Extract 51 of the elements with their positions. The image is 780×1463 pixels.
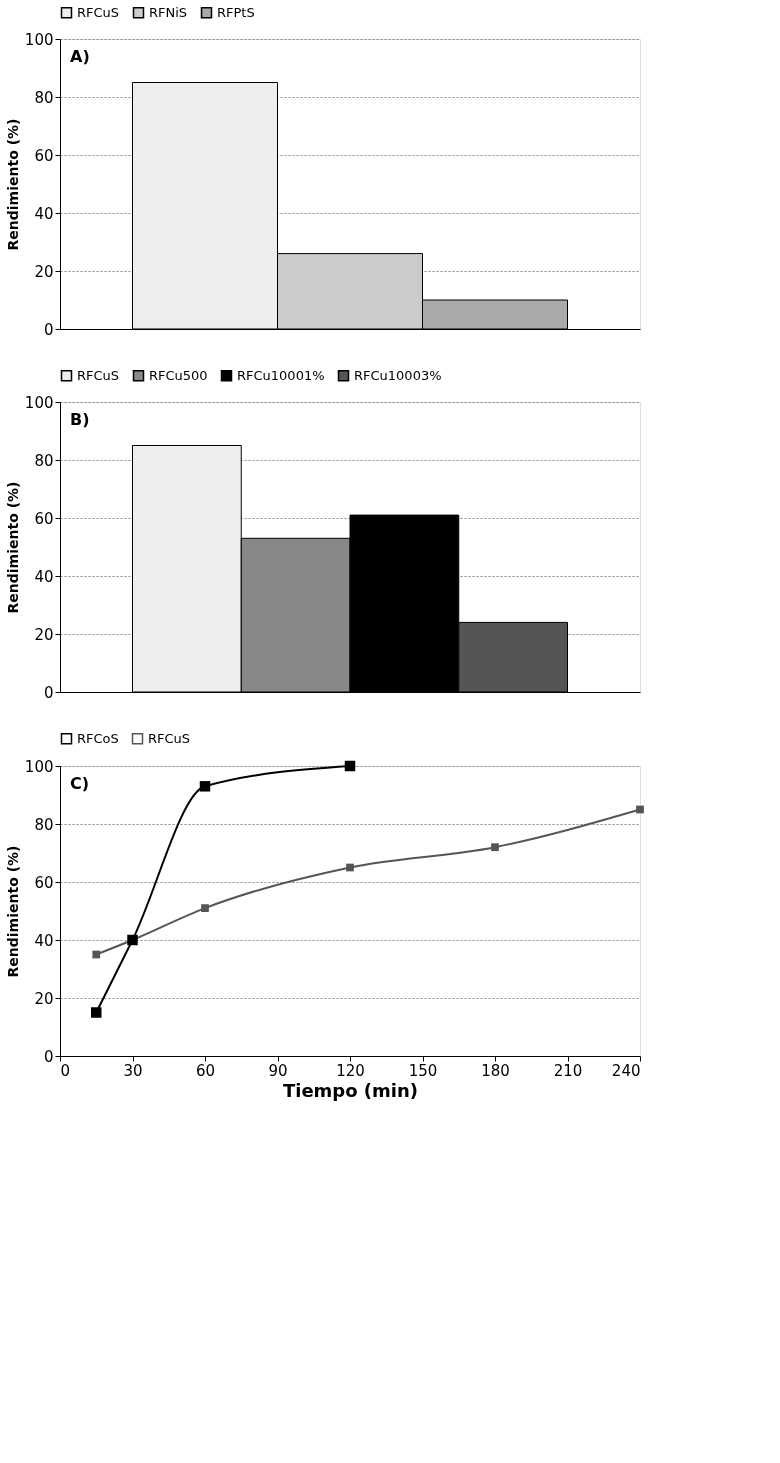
legend-label: RFCu10001% <box>237 367 325 383</box>
y-tick-label: 40 <box>34 931 54 950</box>
legend-label: RFCuS <box>77 367 120 383</box>
point <box>91 1007 102 1018</box>
legend-label: RFCu10003% <box>354 367 442 383</box>
y-tick-label: 20 <box>34 625 54 644</box>
point <box>636 805 644 814</box>
y-tick-label: 80 <box>34 451 54 470</box>
annotation: C) <box>70 774 90 793</box>
legend-label: RFPtS <box>217 4 255 20</box>
x-tick-label: 90 <box>268 1061 288 1080</box>
legend-label: RFCuS <box>77 4 120 20</box>
y-tick-label: 60 <box>34 873 54 892</box>
legend-label: RFCoS <box>77 730 119 746</box>
y-tick-label: 0 <box>43 1047 54 1066</box>
annotation: B) <box>70 410 90 429</box>
y-tick-label: 80 <box>34 88 54 107</box>
point <box>491 843 499 852</box>
y-axis-title: Rendimiento (%) <box>4 118 21 251</box>
x-tick-label: 0 <box>60 1061 71 1080</box>
y-axis-title: Rendimiento (%) <box>4 845 21 978</box>
y-tick-label: 0 <box>43 320 54 339</box>
y-tick-label: 20 <box>34 989 54 1008</box>
x-tick-label: 30 <box>123 1061 143 1080</box>
point <box>344 760 356 772</box>
x-tick-label: 240 <box>611 1061 641 1080</box>
y-tick-label: 60 <box>34 146 54 165</box>
y-tick-label: 40 <box>34 204 54 223</box>
y-tick-label: 100 <box>24 757 54 776</box>
y-tick-label: 100 <box>24 30 54 49</box>
y-tick-label: 100 <box>24 393 54 412</box>
x-tick-label: 60 <box>195 1061 216 1080</box>
annotation: A) <box>70 47 90 66</box>
x-tick-label: 150 <box>408 1061 438 1080</box>
legend-label: RFNiS <box>149 4 188 20</box>
y-tick-label: 20 <box>34 262 54 281</box>
legend-label: RFCuS <box>148 730 191 746</box>
y-axis-title: Rendimiento (%) <box>4 481 21 614</box>
y-tick-label: 0 <box>43 683 54 702</box>
x-tick-label: 120 <box>336 1061 365 1080</box>
legend-label: RFCu500 <box>149 367 208 383</box>
y-tick-label: 80 <box>34 815 54 834</box>
point <box>199 781 211 792</box>
x-tick-label: 210 <box>553 1061 583 1080</box>
point <box>92 950 101 959</box>
x-tick-label: 180 <box>481 1061 510 1080</box>
point <box>201 904 209 912</box>
y-tick-label: 40 <box>34 567 54 586</box>
x-axis-title: Tiempo (min) <box>282 1079 419 1101</box>
y-tick-label: 60 <box>34 509 54 528</box>
point <box>346 863 354 872</box>
